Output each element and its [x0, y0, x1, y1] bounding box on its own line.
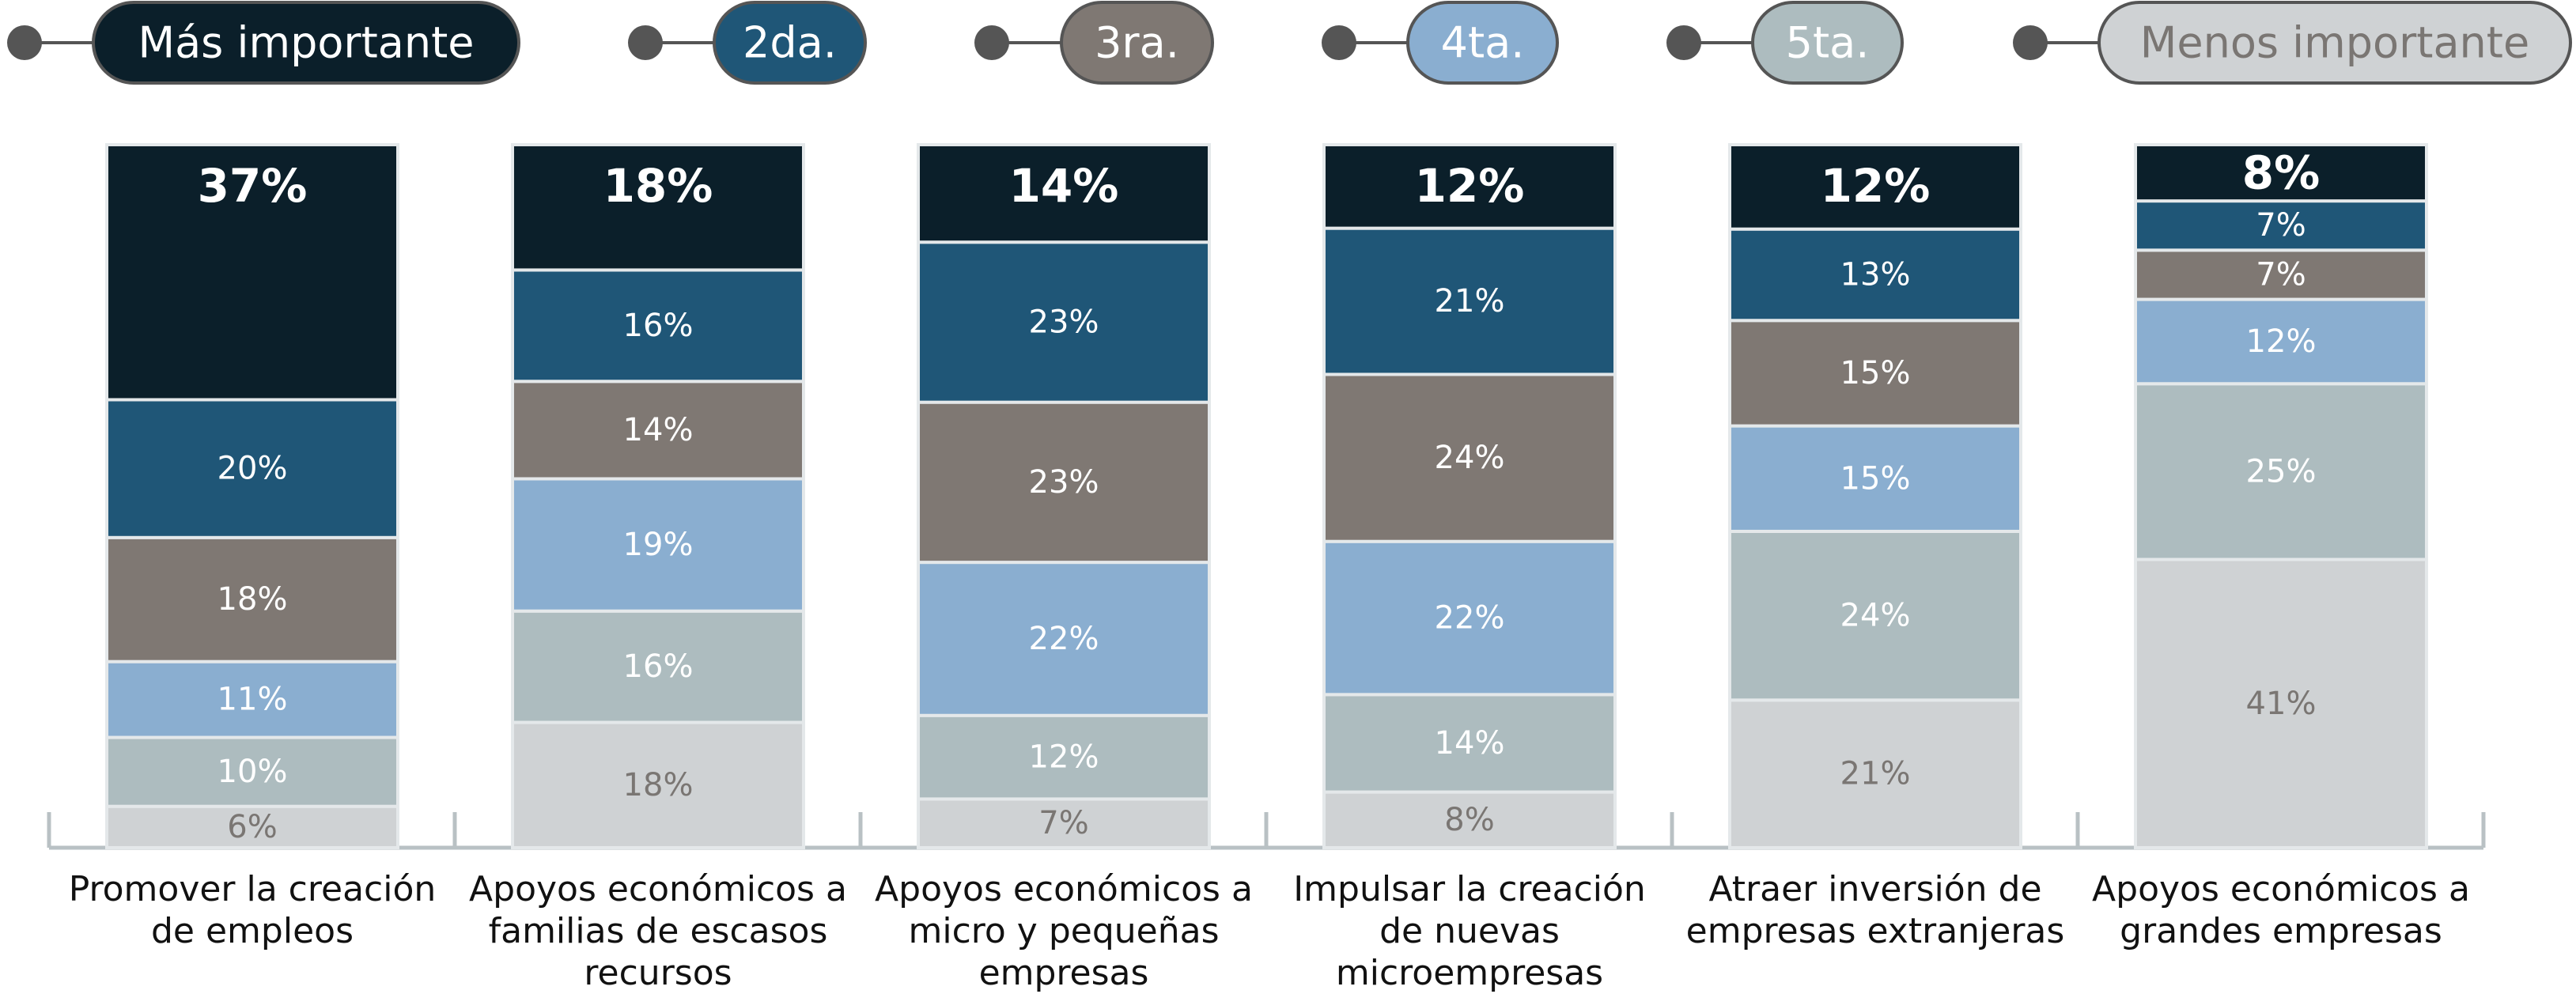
data-label: 41%: [2246, 686, 2317, 722]
bar-segment: [105, 398, 399, 539]
data-label: 12%: [1029, 739, 1099, 776]
data-label: 24%: [1435, 440, 1505, 476]
bar-segment: [1728, 319, 2022, 428]
legend-pill: [2097, 1, 2572, 85]
bar-segment: [511, 720, 805, 849]
bar-segment: [2134, 297, 2428, 386]
data-label: 15%: [1840, 460, 1911, 497]
data-label: 7%: [2256, 207, 2306, 244]
legend-pill: [1060, 1, 1214, 85]
legend-label: 4ta.: [1441, 18, 1525, 68]
legend-label: Menos importante: [2140, 18, 2529, 68]
bar-segment: [511, 609, 805, 724]
bar-segment: [511, 268, 805, 384]
legend-label: 3ra.: [1095, 18, 1179, 68]
data-label: 16%: [623, 648, 694, 685]
bar-segment: [2134, 557, 2428, 849]
data-label: 14%: [1435, 725, 1505, 762]
data-label: 16%: [623, 308, 694, 344]
category-label: Promover la creación de empleos: [68, 869, 437, 951]
data-label: 12%: [2246, 323, 2317, 360]
legend-dot: [1322, 25, 1356, 60]
legend-label: 5ta.: [1786, 18, 1870, 68]
data-label: 12%: [1415, 159, 1525, 213]
category-label: Atraer inversión de empresas extranjeras: [1685, 869, 2065, 951]
legend-dot: [1666, 25, 1701, 60]
bar-segment: [511, 477, 805, 613]
bar-segment: [1728, 698, 2022, 849]
legend-dot: [628, 25, 663, 60]
bar-segment: [105, 535, 399, 663]
legend-dot: [7, 25, 42, 60]
legend-label: 2da.: [743, 18, 837, 68]
bar-segment: [2134, 382, 2428, 561]
bar-segment: [1322, 226, 1617, 376]
bar-segment: [2134, 248, 2428, 301]
data-label: 8%: [1444, 802, 1494, 838]
data-label: 22%: [1029, 621, 1099, 657]
bar-segment: [1728, 143, 2022, 231]
bar-segment: [917, 240, 1211, 404]
data-label: 21%: [1840, 756, 1911, 792]
data-label: 6%: [227, 809, 277, 845]
data-label: 13%: [1840, 256, 1911, 293]
bar-segment: [105, 735, 399, 808]
category-label: Apoyos económicos a grandes empresas: [2092, 869, 2470, 951]
bar-segment: [917, 143, 1211, 244]
data-label: 19%: [623, 527, 694, 563]
data-label: 20%: [218, 451, 288, 487]
data-label: 7%: [1038, 805, 1088, 841]
bar-segment: [917, 400, 1211, 565]
data-label: 24%: [1840, 598, 1911, 634]
data-label: 18%: [603, 159, 713, 213]
data-label: 11%: [218, 682, 288, 718]
bar-segment: [1322, 143, 1617, 230]
data-label: 12%: [1821, 159, 1931, 213]
data-label: 8%: [2242, 146, 2320, 200]
data-label: 23%: [1029, 304, 1099, 340]
data-label: 18%: [218, 581, 288, 618]
bar-segment: [917, 797, 1211, 849]
data-label: 15%: [1840, 355, 1911, 391]
data-label: 25%: [2246, 453, 2317, 489]
bar-segment: [2134, 143, 2428, 203]
bar-segment: [1322, 693, 1617, 794]
bar-segment: [1322, 790, 1617, 850]
legend-pill: [1751, 1, 1904, 85]
data-label: 10%: [218, 754, 288, 790]
bar-segment: [511, 380, 805, 481]
legend-pill: [713, 1, 867, 85]
category-label: Apoyos económicos a familias de escasos …: [469, 869, 847, 993]
legend-pill: [92, 1, 520, 85]
category-label: Apoyos económicos a micro y pequeñas emp…: [875, 869, 1253, 993]
data-label: 18%: [623, 767, 694, 803]
bar-segment: [1728, 529, 2022, 702]
legend-dot: [974, 25, 1009, 60]
bar-segment: [917, 561, 1211, 717]
bar-segment: [511, 143, 805, 272]
category-label: Impulsar la creación de nuevas microempr…: [1293, 869, 1646, 993]
data-label: 23%: [1029, 464, 1099, 501]
bar-segment: [1322, 372, 1617, 543]
data-label: 14%: [623, 412, 694, 448]
bar-segment: [105, 804, 399, 849]
legend-label: Más importante: [138, 18, 475, 68]
legend-pill: [1406, 1, 1559, 85]
bar-segment: [105, 143, 399, 402]
data-label: 22%: [1435, 600, 1505, 637]
data-label: 21%: [1435, 283, 1505, 319]
data-label: 14%: [1009, 159, 1119, 213]
data-label: 7%: [2256, 256, 2306, 293]
bar-segment: [1728, 227, 2022, 323]
data-label: 37%: [198, 159, 308, 213]
legend-dot: [2013, 25, 2048, 60]
